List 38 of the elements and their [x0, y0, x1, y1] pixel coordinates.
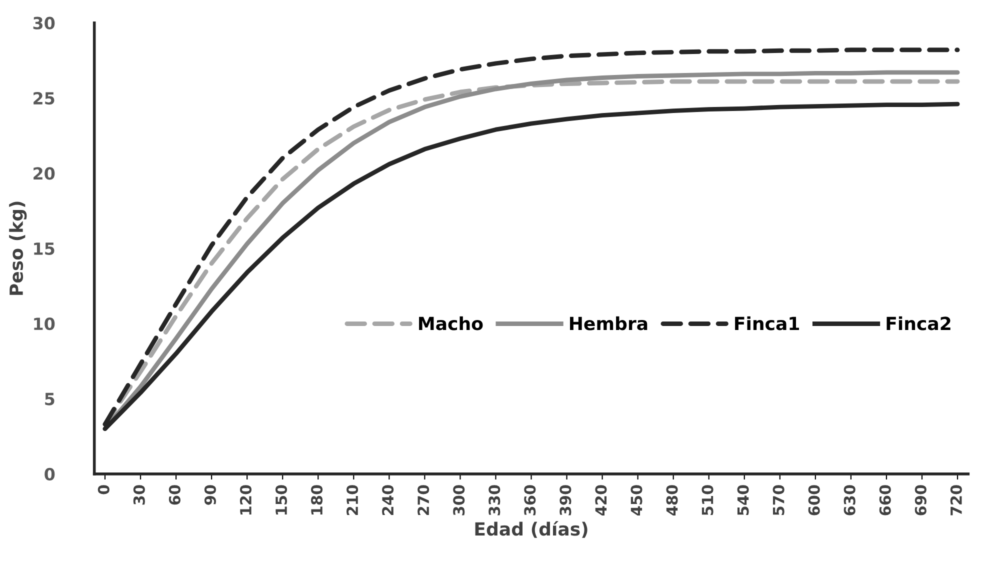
x-tick-label: 390 — [560, 485, 572, 516]
x-tick-label: 690 — [914, 485, 926, 516]
x-tick-label: 210 — [346, 485, 358, 516]
x-tick-label: 90 — [204, 485, 216, 505]
x-tick-label: 60 — [168, 485, 180, 505]
y-tick-label: 25 — [34, 92, 54, 105]
y-tick-label: 30 — [33, 16, 55, 30]
x-tick-label: 540 — [737, 485, 749, 516]
y-tick-label: 20 — [34, 167, 55, 180]
x-tick-label: 0 — [98, 485, 110, 494]
x-tick-label: 420 — [595, 485, 607, 516]
x-tick-label: 150 — [275, 485, 288, 515]
x-tick-label: 510 — [702, 485, 714, 516]
x-tick-label: 660 — [879, 485, 891, 516]
legend-label: Hembra — [570, 316, 648, 330]
y-tick-label: 5 — [45, 392, 54, 406]
x-tick-label: 180 — [311, 485, 323, 515]
x-tick-label: 270 — [418, 485, 430, 516]
x-tick-label: 330 — [488, 485, 500, 516]
x-tick-label: 600 — [808, 485, 820, 516]
x-tick-label: 120 — [240, 485, 252, 515]
x-tick-label: 360 — [524, 485, 536, 516]
legend-label: Macho — [419, 316, 483, 330]
x-tick-label: 450 — [630, 485, 642, 516]
y-tick-label: 0 — [44, 468, 55, 480]
x-tick-label: 30 — [133, 485, 145, 505]
x-axis-title: Edad (días) — [475, 521, 588, 538]
x-tick-label: 480 — [666, 485, 678, 516]
legend-label: Finca1 — [735, 316, 799, 330]
x-tick-label: 240 — [382, 485, 394, 516]
x-tick-label: 570 — [772, 485, 784, 516]
x-tick-label: 720 — [950, 485, 962, 516]
x-tick-label: 630 — [844, 485, 856, 516]
y-axis-title: Peso (kg) — [9, 202, 27, 295]
legend-label: Finca2 — [886, 316, 950, 330]
y-tick-label: 15 — [34, 242, 54, 255]
y-tick-label: 10 — [34, 318, 55, 330]
x-tick-label: 300 — [453, 485, 465, 516]
